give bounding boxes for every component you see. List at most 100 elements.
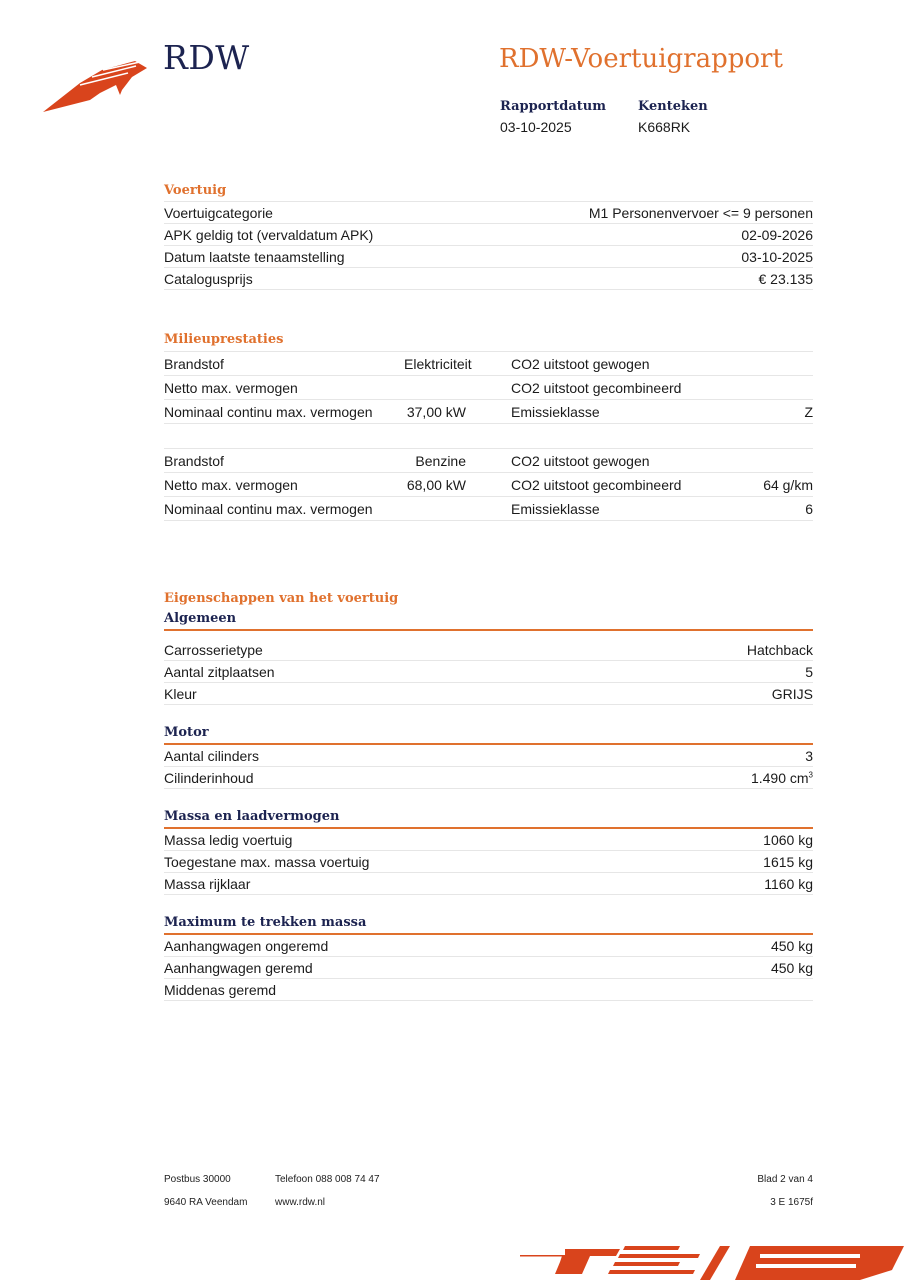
row-value-text: Hatchback (746, 642, 813, 658)
row-value: Elektriciteit (404, 355, 472, 372)
row-value-text: 1.490 cm (750, 770, 809, 786)
row-value: 03-10-2025 (741, 249, 813, 265)
milieu-table-electric: Brandstof Elektriciteit CO2 uitstoot gewog… (164, 351, 813, 424)
row-label: Middenas geremd (164, 982, 277, 998)
group-title: Motor (164, 725, 813, 745)
row-label: Cilinderinhoud (164, 770, 254, 786)
row-value-superscript: 3 (808, 770, 813, 780)
row-value-text: 1615 kg (763, 854, 813, 870)
row-value-text: 1160 kg (764, 876, 813, 892)
table-row: Catalogusprijs € 23.135 (164, 268, 813, 290)
group-title: Algemeen (164, 611, 813, 631)
row-label: Aanhangwagen ongeremd (164, 938, 329, 954)
rdw-stripe-decoration-icon (520, 1246, 904, 1280)
row-label: CO2 uitstoot gewogen (511, 355, 650, 372)
row-value: 6 (805, 500, 813, 517)
footer-page: Blad 2 van 4 (757, 1174, 813, 1185)
row-label: CO2 uitstoot gecombineerd (511, 476, 682, 493)
row-label: Nominaal continu max. vermogen (164, 403, 373, 420)
section-title-milieu: Milieuprestaties (164, 332, 284, 347)
row-value: 450 kg (771, 960, 813, 976)
row-value-text: € 23.135 (758, 271, 814, 287)
row-label: APK geldig tot (vervaldatum APK) (164, 227, 374, 243)
table-row: Netto max. vermogen 68,00 kW CO2 uitstoot … (164, 473, 813, 497)
row-value: 1160 kg (764, 876, 813, 892)
footer-code: 3 E 1675f (770, 1197, 813, 1208)
footer-city: 9640 RA Veendam (164, 1197, 248, 1208)
row-value-text: M1 Personenvervoer <= 9 personen (588, 205, 813, 221)
table-row: Nominaal continu max. vermogen 37,00 kW Em… (164, 400, 813, 424)
group-title: Maximum te trekken massa (164, 915, 813, 935)
row-label: Aanhangwagen geremd (164, 960, 313, 976)
row-value: M1 Personenvervoer <= 9 personen (589, 205, 813, 221)
row-value: 68,00 kW (406, 476, 466, 493)
row-value-text: 1060 kg (763, 832, 813, 848)
plate-number: K668RK (638, 119, 691, 135)
row-value: 1615 kg (763, 854, 813, 870)
table-row: Brandstof Elektriciteit CO2 uitstoot gewog… (164, 351, 813, 376)
row-value: 5 (805, 664, 813, 680)
row-value: GRIJS (772, 686, 813, 702)
page-title: RDW-Voertuigrapport (499, 44, 783, 74)
table-row: Nominaal continu max. vermogen Emissiekla… (164, 497, 813, 521)
group-title: Massa en laadvermogen (164, 809, 813, 829)
row-value-text: GRIJS (771, 686, 813, 702)
section-title-voertuig: Voertuig (164, 183, 227, 198)
row-value: Benzine (415, 452, 466, 469)
row-label: Massa ledig voertuig (164, 832, 293, 848)
row-value: Hatchback (747, 642, 813, 658)
brand-name: RDW (163, 38, 250, 77)
table-row: Toegestane max. massa voertuig 1615 kg (164, 851, 813, 873)
row-value: Z (804, 403, 813, 420)
row-label: Brandstof (164, 452, 224, 469)
row-label: Carrosserietype (164, 642, 263, 658)
row-value: 37,00 kW (406, 403, 466, 420)
table-row: Aantal cilinders 3 (164, 745, 813, 767)
row-label: Netto max. vermogen (164, 476, 298, 493)
row-label: Datum laatste tenaamstelling (164, 249, 345, 265)
table-row: APK geldig tot (vervaldatum APK) 02-09-20… (164, 224, 813, 246)
row-label: Kleur (164, 686, 197, 702)
row-label: Nominaal continu max. vermogen (164, 500, 373, 517)
plate-label: Kenteken (638, 99, 708, 114)
rdw-logo-icon (43, 61, 147, 112)
milieu-table-petrol: Brandstof Benzine CO2 uitstoot gewogen Nett… (164, 448, 813, 521)
row-label: Massa rijklaar (164, 876, 251, 892)
table-row: Carrosserietype Hatchback (164, 639, 813, 661)
group-motor: Motor Aantal cilinders 3 Cilinderinhoud 1.49… (164, 725, 813, 789)
row-value: 64 g/km (763, 476, 813, 493)
report-date: 03-10-2025 (500, 119, 572, 135)
report-date-label: Rapportdatum (500, 99, 606, 114)
row-value-text: 3 (805, 748, 813, 764)
footer-phone: Telefoon 088 008 74 47 (275, 1174, 380, 1185)
row-value-text: 02-09-2026 (741, 227, 813, 243)
row-value: 3 (805, 748, 813, 764)
table-row: Cilinderinhoud 1.490 cm3 (164, 767, 813, 789)
table-row: Netto max. vermogen CO2 uitstoot gecombin… (164, 376, 813, 400)
table-row: Massa rijklaar 1160 kg (164, 873, 813, 895)
table-row: Massa ledig voertuig 1060 kg (164, 829, 813, 851)
row-label: Brandstof (164, 355, 224, 372)
row-label: Emissieklasse (511, 500, 600, 517)
row-label: Catalogusprijs (164, 271, 253, 287)
group-massa-en-laadvermogen: Massa en laadvermogen Massa ledig voertui… (164, 809, 813, 895)
row-value-text: 450 kg (770, 938, 813, 954)
table-row: Aantal zitplaatsen 5 (164, 661, 813, 683)
group-algemeen: Algemeen Carrosserietype Hatchback Aantal z… (164, 611, 813, 705)
table-row: Voertuigcategorie M1 Personenvervoer <= 9… (164, 201, 813, 224)
row-value-text: 450 kg (770, 960, 813, 976)
section-title-eigenschappen: Eigenschappen van het voertuig (164, 591, 399, 606)
footer-web[interactable]: www.rdw.nl (275, 1197, 326, 1208)
row-label: CO2 uitstoot gecombineerd (511, 379, 682, 396)
table-row: Aanhangwagen geremd 450 kg (164, 957, 813, 979)
row-value: € 23.135 (759, 271, 814, 287)
row-value: 1060 kg (763, 832, 813, 848)
table-row: Middenas geremd (164, 979, 813, 1001)
row-label: Netto max. vermogen (164, 379, 298, 396)
table-row: Aanhangwagen ongeremd 450 kg (164, 935, 813, 957)
row-value-text: 5 (805, 664, 813, 680)
voertuig-table: Voertuigcategorie M1 Personenvervoer <= 9… (164, 201, 813, 290)
row-label: CO2 uitstoot gewogen (511, 452, 650, 469)
row-value: 02-09-2026 (741, 227, 813, 243)
